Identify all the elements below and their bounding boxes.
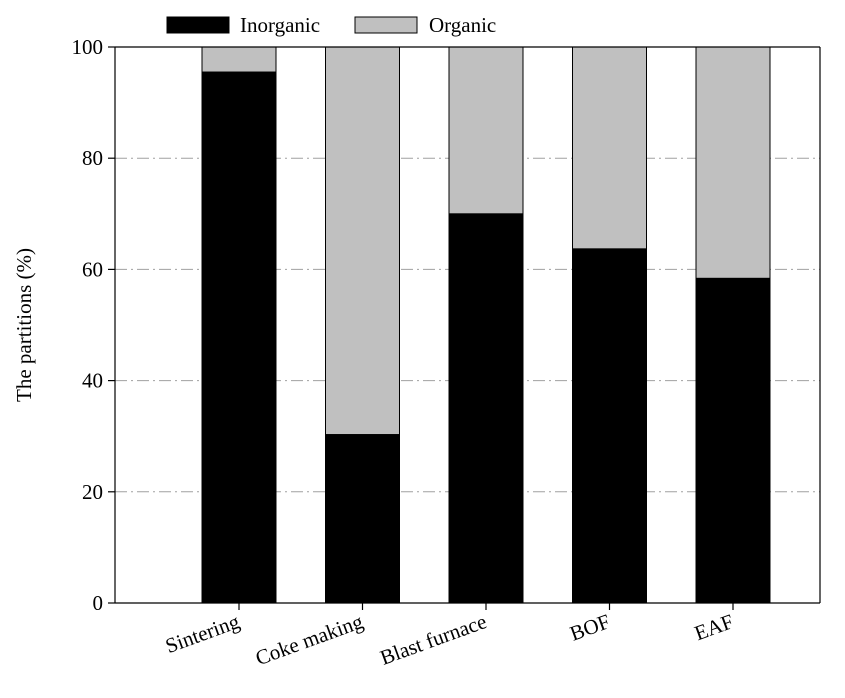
bar-inorganic-eaf [695,277,771,604]
y-tick-label: 20 [82,480,103,504]
x-tick-label: BOF [567,609,614,646]
bar-inorganic-blast-furnace [448,213,524,604]
bar-organic-coke-making [325,46,400,436]
y-tick-label: 40 [82,369,103,393]
bar-inorganic-bof [572,248,647,604]
x-tick-label: Blast furnace [377,609,490,670]
bar-inorganic-sintering [201,71,277,604]
bar-organic-bof [572,46,647,250]
legend-label-organic: Organic [429,13,496,37]
y-tick-label: 80 [82,146,103,170]
bar-organic-blast-furnace [448,46,524,215]
y-axis-label: The partitions (%) [12,248,36,402]
legend: Inorganic Organic [166,13,496,37]
legend-swatch-inorganic [166,16,230,34]
x-tick-label: EAF [691,609,737,645]
x-tick-label: Sintering [162,609,243,658]
bar-organic-eaf [695,46,771,279]
legend-label-inorganic: Inorganic [240,13,320,37]
bar-organic-sintering [201,46,277,73]
bars [201,46,771,604]
legend-swatch-organic [354,16,418,34]
y-tick-label: 0 [93,591,104,615]
x-tick-label: Coke making [252,609,366,670]
bar-inorganic-coke-making [325,434,400,604]
y-tick-label: 100 [72,35,104,59]
y-tick-label: 60 [82,257,103,281]
